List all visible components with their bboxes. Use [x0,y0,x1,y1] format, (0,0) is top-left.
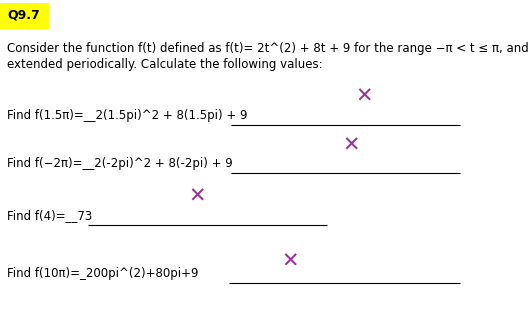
Text: extended periodically. Calculate the following values:: extended periodically. Calculate the fol… [7,58,322,71]
FancyBboxPatch shape [0,3,49,29]
Text: ✕: ✕ [188,187,205,206]
Text: Q9.7: Q9.7 [7,9,40,22]
Text: ✕: ✕ [343,135,360,155]
Text: ✕: ✕ [356,86,373,106]
Text: Find f(1.5π)=__2(1.5pi)^2 + 8(1.5pi) + 9: Find f(1.5π)=__2(1.5pi)^2 + 8(1.5pi) + 9 [7,109,247,122]
Text: Find f(4)=__73: Find f(4)=__73 [7,209,92,221]
Text: ✕: ✕ [281,252,298,272]
Text: Consider the function f(t) defined as f(t)= 2t^(2) + 8t + 9 for the range −π < t: Consider the function f(t) defined as f(… [7,42,529,55]
Text: Find f(−2π)=__2(-2pi)^2 + 8(-2pi) + 9: Find f(−2π)=__2(-2pi)^2 + 8(-2pi) + 9 [7,157,232,170]
Text: Find f(10π)=_200pi^(2)+80pi+9: Find f(10π)=_200pi^(2)+80pi+9 [7,267,198,280]
